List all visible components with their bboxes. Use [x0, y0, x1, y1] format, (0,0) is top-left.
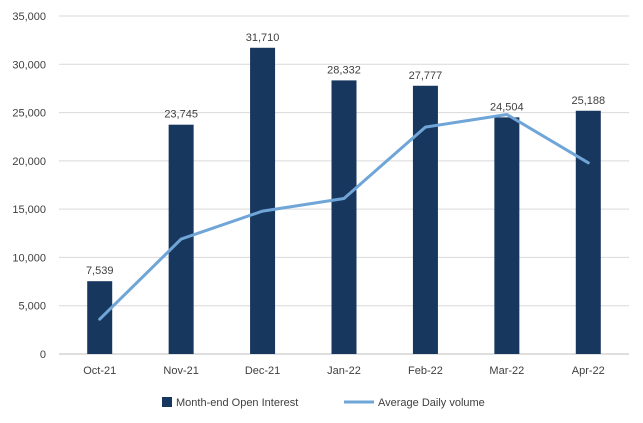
x-tick-label: Dec-21 [245, 365, 280, 377]
y-tick-label: 35,000 [12, 11, 46, 23]
bar [575, 110, 601, 354]
line-path [98, 113, 590, 321]
bar-data-label: 7,539 [86, 265, 114, 277]
bar [412, 85, 438, 354]
y-tick-label: 10,000 [12, 252, 46, 264]
bar-data-label: 23,745 [164, 109, 198, 121]
y-tick-label: 5,000 [18, 301, 46, 313]
y-axis-ticks: 0 5,000 10,000 15,000 20,000 25,000 30,000 35,0… [12, 11, 46, 361]
bar-data-label: 31,710 [246, 32, 280, 44]
legend: Month-end Open Interest Average Daily vo… [162, 397, 485, 409]
x-tick-label: Feb-22 [408, 365, 443, 377]
y-tick-label: 0 [40, 349, 46, 361]
y-tick-label: 15,000 [12, 204, 46, 216]
bar-data-label: 24,504 [490, 101, 524, 113]
legend-label-open-interest: Month-end Open Interest [176, 397, 298, 409]
x-axis-ticks: Oct-21 Nov-21 Dec-21 Jan-22 Feb-22 Mar-22 Apr-… [83, 365, 605, 377]
bar-data-label: 27,777 [409, 70, 443, 82]
bar-data-label: 25,188 [571, 95, 605, 107]
bar-data-label: 28,332 [327, 64, 361, 76]
x-tick-label: Apr-22 [572, 365, 605, 377]
line-series-daily-volume [98, 113, 590, 321]
legend-swatch-open-interest [162, 397, 172, 407]
y-tick-label: 20,000 [12, 156, 46, 168]
bar-series-open-interest [87, 47, 601, 355]
x-tick-label: Mar-22 [489, 365, 524, 377]
legend-label-daily-volume: Average Daily volume [378, 397, 485, 409]
bar-data-labels: 7,539 23,745 31,710 28,332 27,777 24,504 25,18… [86, 32, 605, 277]
bar [494, 117, 520, 354]
bar [331, 80, 357, 354]
x-tick-label: Oct-21 [83, 365, 116, 377]
x-tick-label: Nov-21 [163, 365, 198, 377]
bar [250, 47, 276, 354]
y-tick-label: 25,000 [12, 108, 46, 120]
y-tick-label: 30,000 [12, 59, 46, 71]
x-tick-label: Jan-22 [327, 365, 361, 377]
